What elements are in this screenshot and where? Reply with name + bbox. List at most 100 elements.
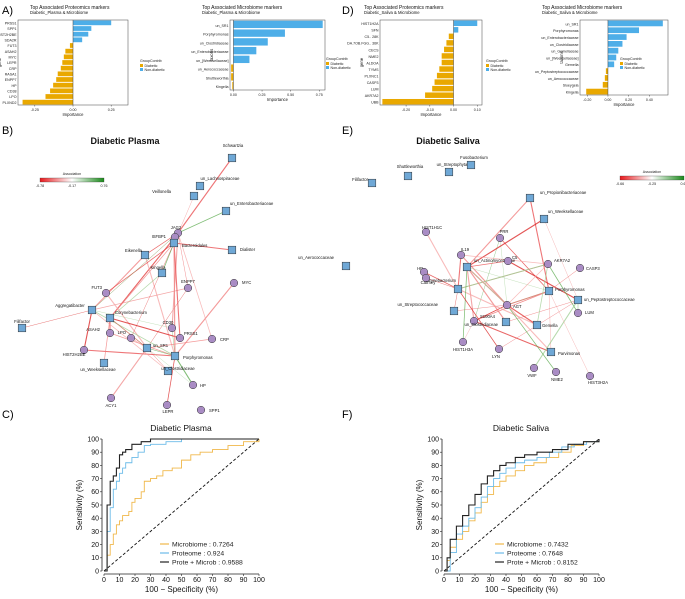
panel-label-c: C)	[2, 409, 14, 421]
network-edge	[466, 260, 509, 268]
category-label: un_Clostridiaceae	[550, 43, 579, 47]
network-edge	[109, 317, 194, 386]
category-label: TYMS	[369, 68, 380, 72]
tick-label: 0.50	[287, 93, 294, 97]
category-label: LPO	[9, 95, 16, 99]
network-edge	[146, 287, 189, 349]
bar	[425, 92, 454, 98]
x-tick-label: 80	[224, 577, 232, 584]
legend-tick: 0.66	[681, 182, 685, 186]
category-label: RASA1	[5, 72, 17, 76]
category-label: un_Aerococcaceae	[198, 68, 229, 72]
node-label: un_Clostridiaceae	[161, 366, 195, 371]
roc-series-microbiome	[444, 439, 600, 572]
category-label: Porphyromonas	[553, 29, 579, 33]
y-tick-label: 0	[435, 568, 439, 575]
y-tick-label: 90	[431, 450, 439, 457]
network-node-protein	[543, 259, 553, 269]
category-label: un_Aerococcaceae	[548, 77, 579, 81]
y-axis-label: gene	[0, 57, 2, 67]
network-node-taxon	[163, 366, 173, 376]
network-saliva: Diabetic Saliva Association -0.66 -0.25 0.66…	[298, 136, 685, 385]
network-edge	[83, 309, 93, 351]
y-tick-label: 70	[431, 476, 439, 483]
legend-swatch-non-diabetic	[140, 68, 143, 71]
category-label: CASP3	[367, 81, 379, 85]
y-axis-label: Sensitivity (%)	[415, 479, 424, 530]
bar	[231, 73, 234, 81]
category-label: DA.7OB.FGG.. 36K	[347, 42, 379, 46]
network-node-taxon	[169, 238, 179, 248]
legend-label: Prote + Microb : 0.8152	[507, 559, 578, 566]
category-label: SFN	[371, 29, 379, 33]
network-edge	[453, 304, 508, 312]
network-edge	[425, 277, 459, 290]
category-label: LUM	[371, 87, 379, 91]
network-node-protein	[573, 308, 583, 318]
legend-title: GroupContrib	[140, 59, 162, 63]
network-node-taxon	[341, 261, 351, 271]
legend-tick: 0.76	[101, 184, 108, 188]
tick-label: 0.10	[474, 108, 481, 112]
network-edge	[21, 309, 93, 329]
node-label: VWF	[527, 373, 537, 378]
plot-frame	[379, 19, 483, 106]
node-label: ISFBP1	[152, 234, 167, 239]
bar	[233, 29, 285, 37]
network-edge	[174, 282, 235, 357]
bar	[453, 27, 459, 33]
network-edge	[173, 242, 176, 357]
x-axis-label: 100 − Specificity (%)	[145, 585, 218, 594]
x-tick-label: 90	[580, 577, 588, 584]
category-label: CRP	[9, 67, 17, 71]
x-tick-label: 0	[442, 577, 446, 584]
category-label: un_Enterobacteriaceae	[541, 36, 578, 40]
bar	[73, 26, 92, 31]
legend-label: Diabetic	[331, 62, 344, 66]
legend-label: Proteome : 0.7648	[507, 550, 563, 557]
node-label: AKR7A2	[554, 258, 571, 263]
tick-label: 0.00	[230, 93, 237, 97]
network-edge	[161, 242, 175, 274]
category-label: LEPR	[7, 61, 17, 65]
category-label: NME2	[369, 55, 379, 59]
network-edge	[177, 157, 233, 234]
category-label: PLXND2	[3, 101, 17, 105]
network-edge	[466, 197, 531, 268]
network-edge	[506, 304, 557, 373]
y-axis-label: taxons	[559, 51, 564, 63]
legend-tick: -0.66	[616, 182, 624, 186]
legend-tick: -0.78	[36, 184, 44, 188]
network-edge	[105, 292, 148, 349]
x-tick-label: 30	[147, 577, 155, 584]
node-label: IL19	[461, 247, 470, 252]
bar	[73, 31, 89, 37]
bar	[444, 46, 454, 53]
x-axis-label: 100 − Specificity (%)	[485, 585, 558, 594]
panel-label-f: F)	[342, 409, 352, 421]
network-edge	[499, 237, 508, 306]
node-label: LYN	[492, 354, 500, 359]
network-edge	[466, 218, 545, 268]
node-label: Bacteroidales	[182, 243, 207, 248]
network-edge	[144, 254, 176, 357]
bar	[607, 27, 640, 34]
node-label: HIST3H2A	[588, 380, 608, 385]
x-tick-label: 30	[487, 577, 495, 584]
y-tick-label: 60	[91, 489, 99, 496]
y-axis-label: taxons	[209, 49, 214, 61]
bar	[232, 81, 234, 90]
network-edge	[91, 232, 179, 311]
x-tick-label: 10	[116, 577, 124, 584]
network-node-protein	[495, 233, 505, 243]
node-label: CD30	[163, 320, 174, 325]
x-tick-label: 100	[253, 577, 265, 584]
network-edge	[91, 254, 146, 311]
y-tick-label: 50	[431, 502, 439, 509]
x-tick-label: 100	[593, 577, 605, 584]
category-label: ALDOA	[366, 61, 379, 65]
panel-label-b: B)	[2, 125, 13, 137]
node-label: un_Lachnospiraceae	[201, 176, 241, 181]
node-label: Filifactor	[14, 319, 30, 324]
roc-chart-plasma: Diabetic Plasma 00 10 10 20 20 30 30 40 40 50 50 60 6…	[75, 423, 265, 594]
